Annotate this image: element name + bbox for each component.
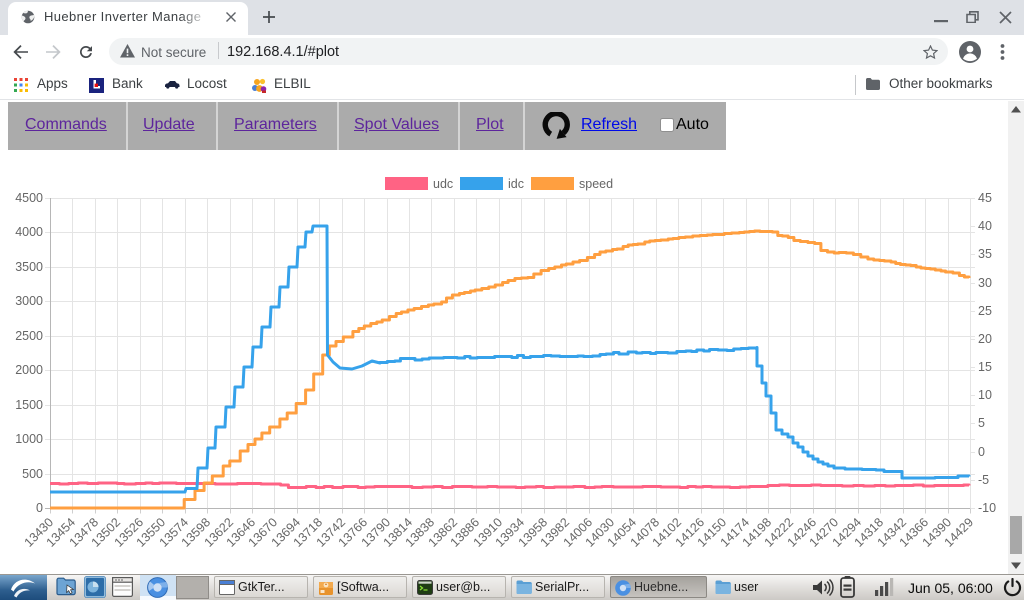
svg-text:20: 20: [978, 332, 992, 346]
svg-text:40: 40: [978, 219, 992, 233]
svg-text:idc: idc: [508, 177, 524, 191]
svg-text:-10: -10: [978, 501, 996, 515]
svg-text:udc: udc: [433, 177, 453, 191]
svg-text:35: 35: [978, 247, 992, 261]
svg-text:4000: 4000: [15, 225, 43, 239]
svg-text:30: 30: [978, 276, 992, 290]
svg-text:0: 0: [978, 445, 985, 459]
svg-text:15: 15: [978, 360, 992, 374]
svg-text:45: 45: [978, 191, 992, 205]
svg-text:0: 0: [36, 501, 43, 515]
svg-text:1500: 1500: [15, 398, 43, 412]
svg-text:2500: 2500: [15, 329, 43, 343]
svg-text:10: 10: [978, 388, 992, 402]
svg-text:25: 25: [978, 304, 992, 318]
svg-text:3000: 3000: [15, 294, 43, 308]
svg-text:500: 500: [22, 467, 43, 481]
svg-text:1000: 1000: [15, 432, 43, 446]
svg-text:5: 5: [978, 416, 985, 430]
svg-text:3500: 3500: [15, 260, 43, 274]
svg-text:speed: speed: [579, 177, 613, 191]
svg-text:4500: 4500: [15, 191, 43, 205]
svg-text:2000: 2000: [15, 363, 43, 377]
svg-text:-5: -5: [978, 473, 989, 487]
